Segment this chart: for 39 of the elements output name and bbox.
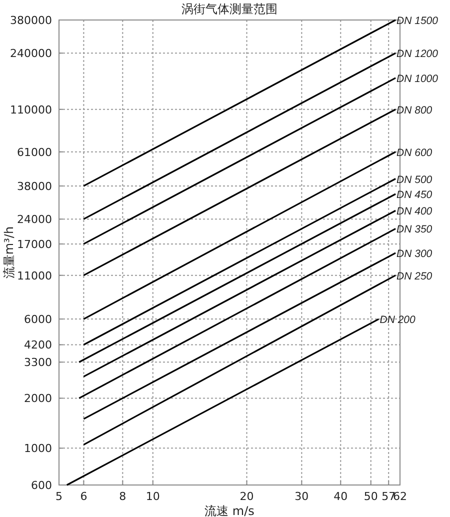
x-tick-label: 8	[119, 490, 126, 503]
series-label: DN 300	[396, 248, 432, 260]
y-tick-label: 38000	[17, 180, 52, 193]
y-tick-label: 240000	[10, 47, 52, 60]
y-tick-label: 11000	[17, 269, 52, 282]
series-label: DN 450	[396, 188, 432, 201]
x-axis-title: 流速 m/s	[204, 504, 254, 517]
series-label: DN 500	[396, 174, 432, 186]
series-label: DN 400	[396, 206, 432, 218]
y-tick-label: 110000	[10, 103, 52, 116]
x-tick-label: 57	[382, 490, 396, 503]
x-tick-label: 10	[146, 490, 160, 503]
series-label: DN 600	[396, 146, 432, 159]
series-label: DN 1200	[396, 48, 438, 60]
x-tick-label: 50	[364, 490, 378, 503]
series-label: DN 200	[380, 314, 416, 326]
x-tick-label: 20	[240, 490, 254, 503]
y-tick-label: 2000	[24, 392, 52, 406]
series-label: DN 1500	[396, 15, 438, 27]
y-tick-label: 380000	[10, 14, 52, 27]
y-axis-title: 流量m³/h	[2, 226, 16, 279]
series-label: DN 250	[396, 270, 432, 282]
x-tick-label: 5	[56, 490, 62, 503]
series-label: DN 800	[396, 104, 432, 116]
y-tick-label: 61000	[17, 146, 52, 159]
y-tick-label: 4200	[24, 338, 52, 352]
series-label: DN 350	[396, 224, 432, 236]
y-tick-label: 1000	[24, 442, 52, 456]
x-tick-label: 40	[334, 490, 348, 503]
chart-title: 涡街气体测量范围	[182, 2, 278, 16]
y-tick-label: 600	[31, 479, 52, 492]
x-tick-label: 62	[393, 490, 407, 503]
y-tick-label: 3300	[24, 356, 52, 370]
x-tick-label: 6	[80, 490, 88, 503]
series-label: DN 1000	[396, 72, 438, 85]
x-tick-label: 30	[294, 490, 309, 503]
y-tick-label: 24000	[17, 213, 52, 226]
y-tick-label: 17000	[17, 238, 52, 251]
y-tick-label: 6000	[24, 313, 52, 326]
